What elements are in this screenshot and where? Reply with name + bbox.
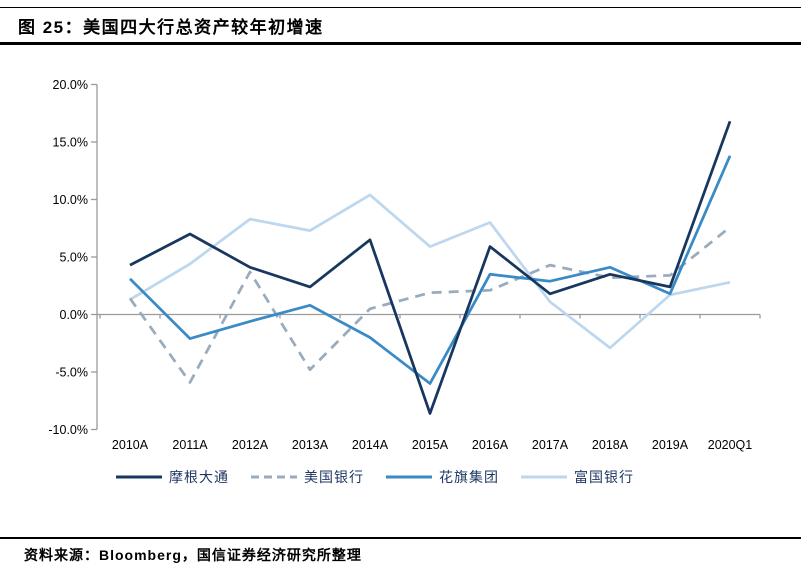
y-axis-label: 20.0% bbox=[53, 78, 88, 92]
x-axis-label: 2019A bbox=[652, 438, 689, 452]
x-axis-label: 2015A bbox=[412, 438, 449, 452]
title-divider bbox=[0, 42, 801, 45]
series-line-jpmorgan-chase bbox=[129, 120, 732, 415]
x-axis-label: 2013A bbox=[292, 438, 329, 452]
page-title: 图 25：美国四大行总资产较年初增速 bbox=[18, 18, 324, 37]
series-line-citigroup bbox=[129, 155, 732, 385]
x-axis-label: 2012A bbox=[232, 438, 269, 452]
source-note: 资料来源：Bloomberg，国信证券经济研究所整理 bbox=[24, 547, 362, 563]
y-axis-label: 10.0% bbox=[53, 193, 88, 207]
x-axis-label: 2014A bbox=[352, 438, 389, 452]
y-axis-label: 5.0% bbox=[60, 250, 89, 264]
y-axis-label: -10.0% bbox=[48, 423, 88, 437]
x-axis-label: 2018A bbox=[592, 438, 629, 452]
legend-item-citigroup: 花旗集团 bbox=[386, 467, 499, 487]
legend-label: 美国银行 bbox=[304, 469, 364, 485]
legend-item-wells-fargo: 富国银行 bbox=[521, 467, 634, 487]
legend-swatch-jpmorgan-chase bbox=[116, 475, 162, 479]
legend-swatch-citigroup bbox=[386, 475, 432, 479]
line-chart: 20.0% 15.0% 10.0% 5.0% 0.0% -5.0% -10.0% 2010A 2… bbox=[48, 78, 761, 452]
x-axis-label: 2017A bbox=[532, 438, 569, 452]
series-line-wells-fargo bbox=[129, 193, 731, 350]
y-axis-label: 0.0% bbox=[60, 308, 89, 322]
footer-divider bbox=[0, 537, 801, 539]
legend-label: 富国银行 bbox=[574, 469, 634, 485]
legend-item-jpmorgan-chase: 摩根大通 bbox=[116, 467, 229, 487]
legend-swatch-wells-fargo bbox=[521, 475, 567, 479]
legend-item-bank-of-america: 美国银行 bbox=[251, 467, 364, 487]
x-axis-label: 2011A bbox=[172, 438, 208, 452]
y-axis-label: 15.0% bbox=[53, 135, 88, 149]
y-axis-label: -5.0% bbox=[55, 365, 88, 379]
top-divider bbox=[0, 7, 801, 8]
x-axis-label: 2010A bbox=[112, 438, 149, 452]
chart-legend: 摩根大通 美国银行 花旗集团 富国银行 bbox=[116, 467, 634, 487]
legend-label: 摩根大通 bbox=[169, 469, 229, 485]
legend-label: 花旗集团 bbox=[439, 469, 499, 485]
x-axis-label: 2020Q1 bbox=[708, 438, 753, 452]
legend-swatch-bank-of-america bbox=[251, 475, 297, 479]
x-axis-label: 2016A bbox=[472, 438, 509, 452]
